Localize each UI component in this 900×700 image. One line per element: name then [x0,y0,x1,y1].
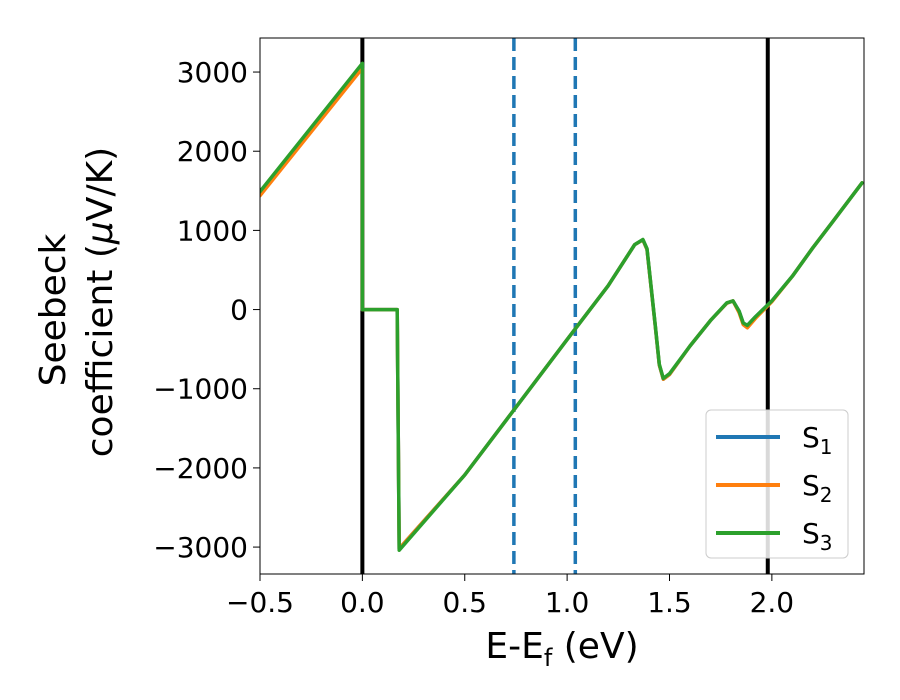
y-axis-label-line2: coefficient (μV/K) [80,147,121,457]
x-axis-ticks: −0.5 0.0 0.5 1.0 1.5 2.0 [226,574,794,619]
legend: S1 S2 S3 [705,409,849,559]
y-tick-label: 3000 [177,56,248,89]
plot-frame [259,37,865,575]
legend-label-3: S3 [802,517,833,555]
y-tick-label: −2000 [153,452,248,485]
y-tick-label: 1000 [177,214,248,247]
y-axis-label: Seebeck coefficient (μV/K) [33,147,121,457]
x-axis-label: E-Ef (eV) [485,626,638,672]
x-tick-label: −0.5 [226,586,294,619]
legend-label-1: S1 [802,421,833,459]
x-tick-label: 2.0 [750,586,795,619]
y-axis-label-line1: Seebeck [33,233,74,386]
x-tick-label: 1.5 [647,586,692,619]
legend-label-2: S2 [802,469,833,507]
y-tick-label: −3000 [153,531,248,564]
y-tick-label: 0 [230,294,248,327]
y-axis-ticks: 3000 2000 1000 0 −1000 −2000 −3000 [153,56,260,564]
x-tick-label: 0.5 [442,586,487,619]
x-tick-label: 1.0 [545,586,590,619]
series-lines [260,61,864,552]
y-tick-label: 2000 [177,135,248,168]
series-line-3 [260,61,864,552]
y-tick-label: −1000 [153,373,248,406]
x-tick-label: 0.0 [340,586,385,619]
